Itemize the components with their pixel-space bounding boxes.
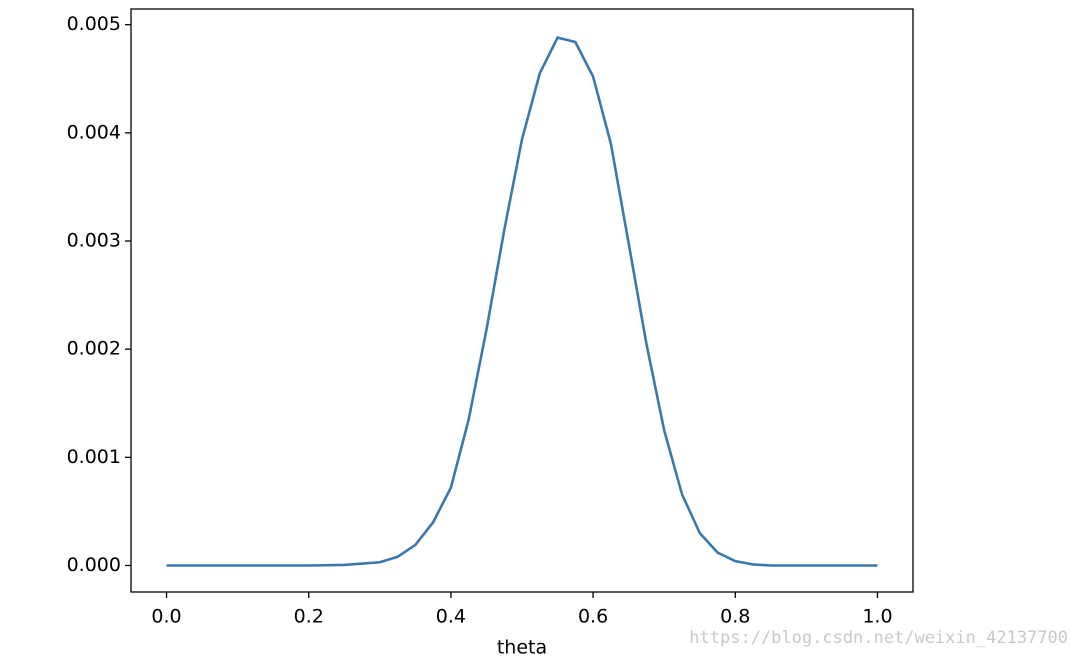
line <box>166 36 878 567</box>
y-tick-label: 0.000 <box>67 554 121 576</box>
x-axis-label: theta <box>497 637 547 659</box>
watermark: https://blog.csdn.net/weixin_42137700 <box>689 628 1068 648</box>
y-tick-label: 0.004 <box>67 121 121 143</box>
x-tick-label: 0.6 <box>578 606 608 628</box>
x-tick-label: 0.0 <box>151 606 181 628</box>
y-tick-label: 0.002 <box>67 338 121 360</box>
plot-frame <box>130 8 914 593</box>
x-tick-label: 0.8 <box>720 606 750 628</box>
y-tick-label: 0.001 <box>67 446 121 468</box>
x-tick-label: 0.2 <box>294 606 324 628</box>
x-tick-label: 0.4 <box>436 606 466 628</box>
x-tick-label: 1.0 <box>862 606 892 628</box>
y-tick-label: 0.003 <box>67 230 121 252</box>
y-tick-label: 0.005 <box>67 13 121 35</box>
